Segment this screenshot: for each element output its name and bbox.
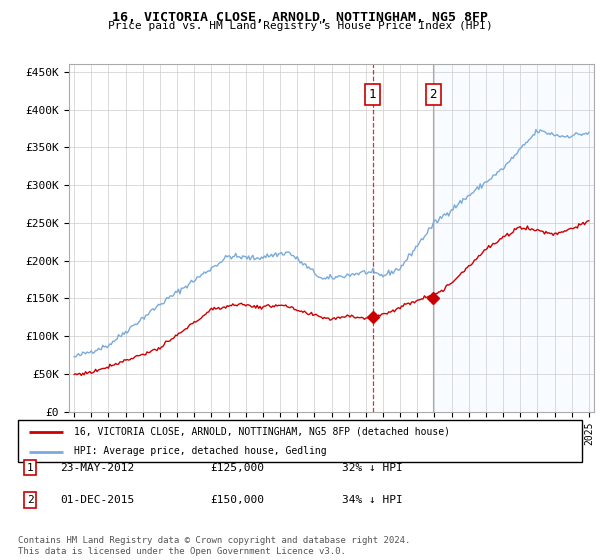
Text: 2: 2 [26, 495, 34, 505]
Text: 16, VICTORIA CLOSE, ARNOLD, NOTTINGHAM, NG5 8FP (detached house): 16, VICTORIA CLOSE, ARNOLD, NOTTINGHAM, … [74, 427, 451, 437]
Text: 1: 1 [26, 463, 34, 473]
Text: 1: 1 [369, 88, 376, 101]
Text: 2: 2 [430, 88, 437, 101]
Bar [433, 64, 594, 412]
Text: Price paid vs. HM Land Registry's House Price Index (HPI): Price paid vs. HM Land Registry's House … [107, 21, 493, 31]
Text: £125,000: £125,000 [210, 463, 264, 473]
Text: £150,000: £150,000 [210, 495, 264, 505]
Text: 23-MAY-2012: 23-MAY-2012 [60, 463, 134, 473]
Text: Contains HM Land Registry data © Crown copyright and database right 2024.
This d: Contains HM Land Registry data © Crown c… [18, 536, 410, 556]
FancyBboxPatch shape [18, 420, 582, 462]
Text: 34% ↓ HPI: 34% ↓ HPI [342, 495, 403, 505]
Text: 32% ↓ HPI: 32% ↓ HPI [342, 463, 403, 473]
Text: HPI: Average price, detached house, Gedling: HPI: Average price, detached house, Gedl… [74, 446, 327, 456]
Text: 16, VICTORIA CLOSE, ARNOLD, NOTTINGHAM, NG5 8FP: 16, VICTORIA CLOSE, ARNOLD, NOTTINGHAM, … [112, 11, 488, 24]
Text: 01-DEC-2015: 01-DEC-2015 [60, 495, 134, 505]
